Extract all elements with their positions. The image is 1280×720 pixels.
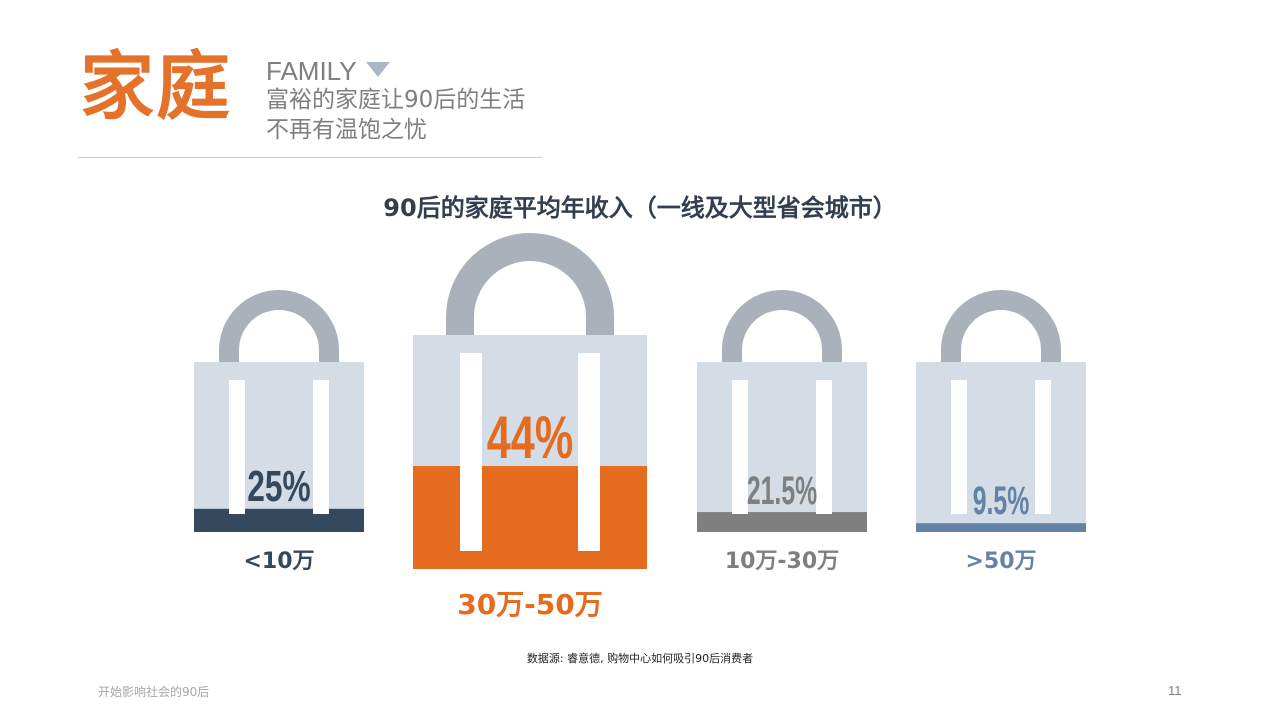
bag-strap-right	[578, 353, 600, 551]
value-label-3: 9.5%	[973, 479, 1030, 523]
bag-strap-right	[816, 380, 832, 514]
category-label-3: >50万	[965, 549, 1036, 574]
header-subtitle-en: FAMILY	[266, 56, 357, 86]
bar-0	[194, 508, 364, 532]
bag-0: 25% <10万	[194, 290, 364, 574]
bag-strap-left	[229, 380, 245, 514]
bag-1: 44% 30万-50万	[413, 233, 647, 621]
bag-body	[697, 362, 867, 532]
bag-strap-left	[951, 380, 967, 514]
header-divider	[78, 157, 542, 158]
value-label-0: 25%	[247, 462, 310, 511]
value-label-2: 21.5%	[747, 469, 817, 513]
caret-down-icon	[366, 62, 390, 77]
chart-title: 90后的家庭平均年收入（一线及大型省会城市）	[383, 194, 897, 222]
category-label-1: 30万-50万	[457, 588, 603, 621]
bag-2: 21.5% 10万-30万	[697, 290, 867, 574]
value-label-1: 44%	[487, 405, 573, 472]
bag-handle	[941, 290, 1061, 362]
data-source: 数据源: 睿意德, 购物中心如何吸引90后消费者	[526, 652, 754, 665]
page-number: 11	[1168, 683, 1182, 698]
bar-3	[916, 523, 1086, 532]
bag-strap-left	[460, 353, 482, 551]
bag-body	[194, 362, 364, 532]
category-label-0: <10万	[243, 549, 314, 574]
bag-body	[916, 362, 1086, 532]
footer-text: 开始影响社会的90后	[98, 685, 210, 699]
bar-2	[697, 512, 867, 532]
bag-strap-right	[1035, 380, 1051, 514]
category-label-2: 10万-30万	[725, 549, 839, 574]
bar-1	[413, 466, 647, 569]
bag-handle	[446, 233, 614, 335]
header-subtitle-line-1: 富裕的家庭让90后的生活	[266, 87, 526, 113]
bag-handle	[219, 290, 339, 362]
header-title: 家庭	[80, 44, 232, 130]
bag-3: 9.5% >50万	[916, 290, 1086, 574]
bag-strap-right	[313, 380, 329, 514]
bag-handle	[722, 290, 842, 362]
bag-strap-left	[732, 380, 748, 514]
header-subtitle-line-2: 不再有温饱之忧	[266, 117, 427, 143]
